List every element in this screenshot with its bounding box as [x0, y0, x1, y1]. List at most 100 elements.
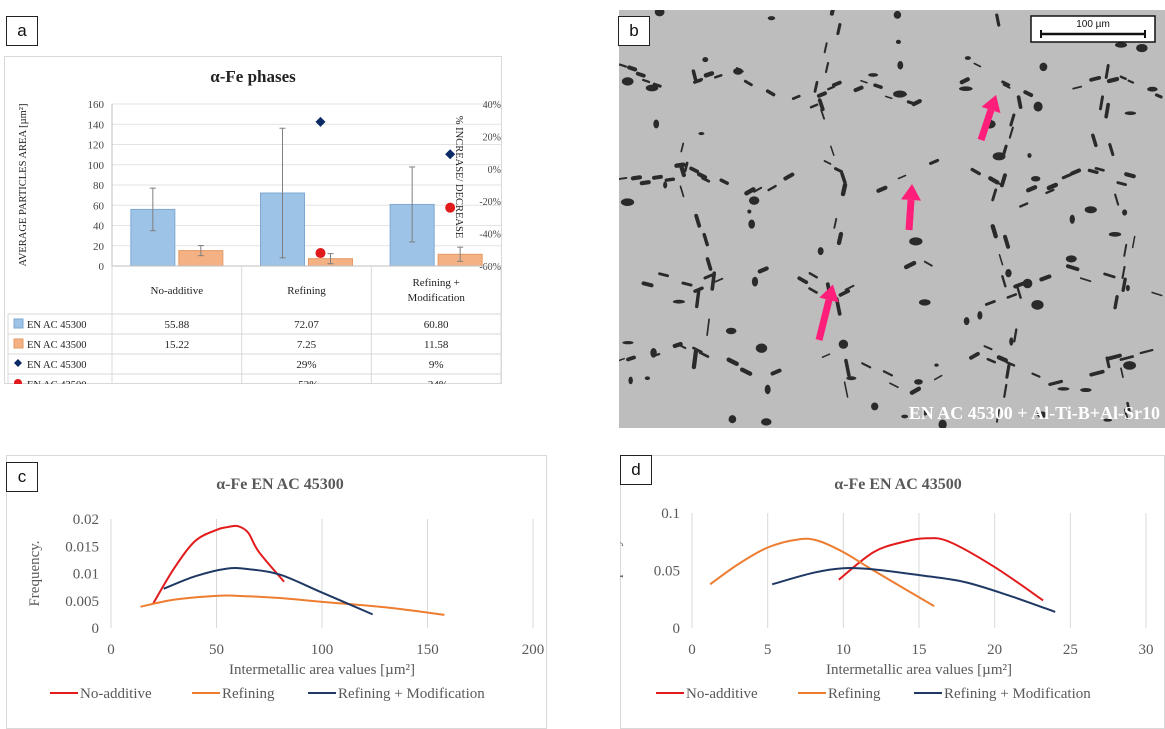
intermetallic-particle — [764, 384, 771, 395]
arrow-head — [901, 184, 921, 201]
intermetallic-phase — [1121, 265, 1126, 279]
intermetallic-phase — [1002, 83, 1011, 89]
intermetallic-particle — [901, 414, 909, 419]
y-tick-label: 0 — [92, 621, 100, 637]
intermetallic-phase — [1016, 286, 1022, 299]
series-line — [709, 537, 935, 608]
intermetallic-phase — [1023, 90, 1034, 98]
intermetallic-particle — [761, 418, 772, 426]
intermetallic-phase — [1106, 353, 1122, 361]
intermetallic-phase — [783, 172, 795, 181]
intermetallic-particle — [1108, 231, 1122, 237]
intermetallic-phase — [998, 253, 1004, 266]
intermetallic-phase — [1099, 95, 1104, 111]
scale-bar-box — [1030, 15, 1156, 43]
intermetallic-particle — [1124, 111, 1137, 116]
intermetallic-phase — [1005, 361, 1016, 367]
y-axis-label: Frequency — [620, 538, 624, 602]
x-tick-label: 150 — [416, 642, 439, 658]
y-tick-label: 100 — [88, 160, 105, 172]
intermetallic-phase — [696, 172, 708, 180]
intermetallic-particle — [645, 84, 659, 92]
intermetallic-phase — [626, 355, 636, 362]
legend-label: Refining — [828, 686, 881, 702]
intermetallic-phase — [970, 167, 981, 176]
intermetallic-phase — [627, 65, 638, 72]
intermetallic-phase — [813, 80, 819, 93]
data-label: -24% — [424, 379, 448, 384]
micrograph-caption: EN AC 45300 + Al-Ti-B+Al-Sr10 — [909, 403, 1160, 423]
intermetallic-phase — [619, 63, 627, 68]
intermetallic-phase — [1104, 64, 1110, 79]
panel-label-b: b — [618, 16, 650, 46]
intermetallic-phase — [1139, 348, 1154, 355]
intermetallic-particle — [838, 339, 849, 349]
intermetallic-phase — [695, 288, 701, 309]
intermetallic-phase — [823, 42, 828, 54]
intermetallic-phase — [744, 187, 756, 196]
intermetallic-phase — [1151, 291, 1163, 297]
data-label: 55.88 — [164, 319, 189, 331]
intermetallic-phase — [678, 162, 686, 178]
intermetallic-phase — [703, 273, 714, 280]
intermetallic-phase — [986, 357, 997, 364]
y-tick-label: 40 — [93, 221, 105, 233]
intermetallic-phase — [1001, 275, 1007, 288]
intermetallic-phase — [1119, 75, 1127, 81]
intermetallic-phase — [1105, 356, 1111, 369]
intermetallic-phase — [844, 284, 855, 291]
legend-key — [13, 318, 24, 329]
intermetallic-phase — [1124, 408, 1129, 420]
intermetallic-particle — [748, 196, 760, 205]
intermetallic-phase — [1072, 85, 1083, 90]
y-tick-label: 160 — [88, 99, 105, 111]
intermetallic-phase — [753, 186, 763, 193]
series-line — [152, 524, 285, 604]
legend-label: No-additive — [686, 686, 758, 702]
intermetallic-particle — [963, 317, 970, 326]
intermetallic-phase — [1089, 369, 1105, 377]
chart-c-title: α-Fe EN AC 45300 — [216, 476, 344, 493]
micrograph-svg: 100 µm EN AC 45300 + Al-Ti-B+Al-Sr10 — [619, 10, 1163, 428]
intermetallic-particle — [893, 90, 907, 98]
dot-marker — [445, 202, 456, 213]
intermetallic-phase — [995, 13, 1001, 27]
intermetallic-phase — [889, 382, 899, 389]
intermetallic-phase — [1103, 272, 1116, 279]
intermetallic-phase — [933, 374, 943, 381]
y2-tick-label: 0% — [488, 165, 501, 176]
intermetallic-phase — [698, 351, 710, 358]
diamond-marker — [315, 116, 326, 127]
series-line — [163, 566, 374, 616]
x-tick-label: 50 — [209, 642, 224, 658]
y-tick-label: 0.02 — [73, 512, 99, 528]
intermetallic-phase — [770, 368, 782, 376]
category-label: Modification — [407, 292, 465, 304]
x-tick-label: 200 — [522, 642, 545, 658]
intermetallic-phase — [923, 260, 933, 267]
scale-bar-label: 100 µm — [1076, 19, 1110, 30]
intermetallic-phase — [652, 82, 662, 88]
intermetallic-particle — [733, 67, 743, 75]
intermetallic-phase — [1154, 93, 1163, 99]
intermetallic-phase — [840, 182, 848, 197]
intermetallic-phase — [619, 357, 625, 362]
intermetallic-phase — [714, 277, 724, 283]
data-label: 15.22 — [164, 339, 189, 351]
intermetallic-phase — [1120, 367, 1124, 379]
intermetallic-phase — [824, 61, 830, 74]
intermetallic-phase — [641, 78, 651, 84]
intermetallic-phase — [836, 231, 844, 246]
intermetallic-phase — [714, 74, 723, 79]
arrow-shaft — [977, 108, 995, 142]
intermetallic-phase — [820, 108, 826, 120]
intermetallic-phase — [1089, 75, 1102, 82]
intermetallic-phase — [809, 103, 819, 109]
intermetallic-phase — [833, 217, 838, 229]
intermetallic-phase — [652, 174, 663, 180]
intermetallic-particle — [725, 327, 737, 335]
intermetallic-phase — [689, 166, 700, 174]
y-tick-label: 20 — [93, 241, 105, 253]
intermetallic-phase — [680, 142, 685, 153]
intermetallic-phase — [903, 260, 917, 270]
